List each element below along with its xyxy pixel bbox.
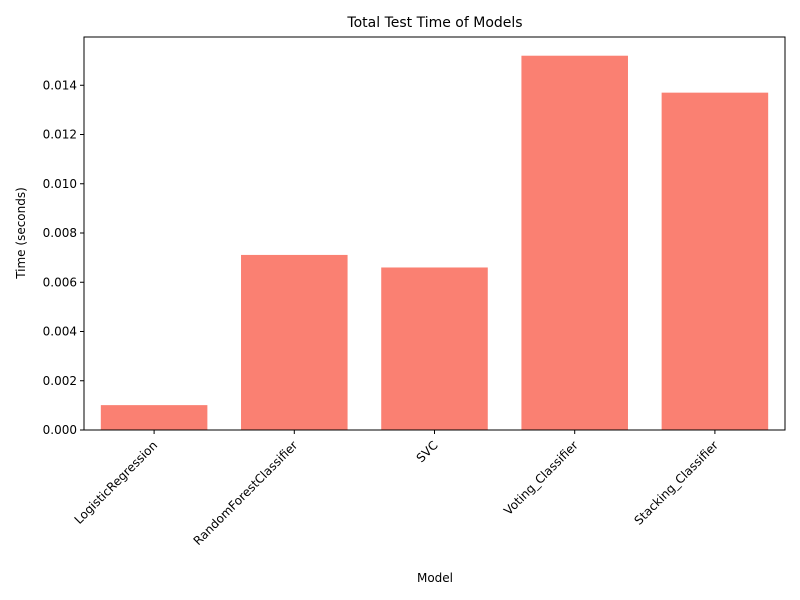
- chart-title: Total Test Time of Models: [346, 15, 522, 31]
- bar-logisticregression: [100, 405, 208, 430]
- y-tick-label: 0.012: [43, 128, 77, 142]
- x-tick-label: LogisticRegression: [72, 438, 161, 527]
- x-tick-label: Voting_Classifier: [501, 438, 581, 518]
- x-tick-label: RandomForestClassifier: [191, 438, 301, 548]
- y-tick-label: 0.010: [43, 177, 77, 191]
- y-axis: 0.000 0.002 0.004 0.006 0.008 0.010 0.012 0.014: [43, 78, 84, 437]
- y-tick-label: 0.008: [43, 226, 77, 240]
- y-tick-label: 0.014: [43, 78, 77, 92]
- y-axis-label: Time (seconds): [14, 187, 28, 280]
- bars-group: [100, 55, 769, 430]
- bar-voting-classifier: [521, 55, 628, 430]
- x-axis-label: Model: [417, 571, 453, 585]
- y-tick-label: 0.000: [43, 423, 77, 437]
- bar-svc: [381, 267, 488, 430]
- y-tick-label: 0.006: [43, 275, 77, 289]
- y-tick-label: 0.002: [43, 374, 77, 388]
- bar-randomforestclassifier: [241, 254, 348, 430]
- plot-frame: [83, 36, 786, 431]
- x-tick-label: SVC: [414, 438, 441, 465]
- x-tick-label: Stacking_Classifier: [632, 438, 722, 528]
- bar-stacking-classifier: [661, 92, 769, 430]
- x-axis: LogisticRegression RandomForestClassifier…: [72, 430, 721, 548]
- y-tick-label: 0.004: [43, 325, 77, 339]
